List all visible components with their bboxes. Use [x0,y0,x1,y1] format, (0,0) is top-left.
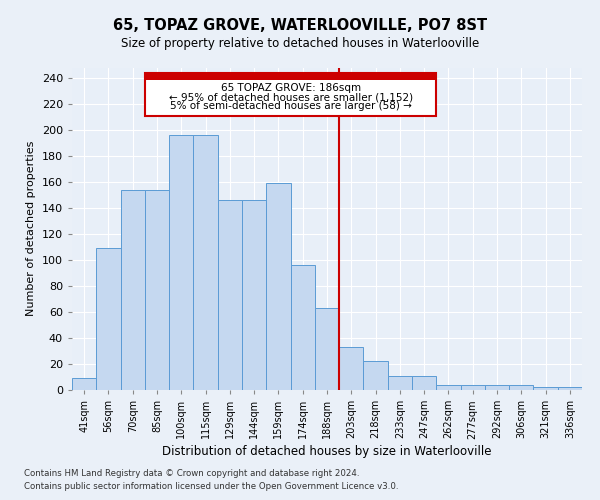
Bar [558,388,582,390]
Text: 5% of semi-detached houses are larger (58) →: 5% of semi-detached houses are larger (5… [170,101,412,111]
Bar [315,308,339,390]
Bar [509,385,533,390]
Bar [339,347,364,390]
Bar [461,385,485,390]
Text: Contains public sector information licensed under the Open Government Licence v3: Contains public sector information licen… [24,482,398,491]
Bar [169,135,193,390]
Bar [72,378,96,390]
Bar [242,200,266,390]
Text: Size of property relative to detached houses in Waterlooville: Size of property relative to detached ho… [121,38,479,51]
Text: ← 95% of detached houses are smaller (1,152): ← 95% of detached houses are smaller (1,… [169,92,413,102]
Bar [193,135,218,390]
Bar [218,200,242,390]
Bar [533,388,558,390]
Bar [145,72,436,80]
Text: Contains HM Land Registry data © Crown copyright and database right 2024.: Contains HM Land Registry data © Crown c… [24,468,359,477]
Bar [96,248,121,390]
Bar [121,190,145,390]
Bar [290,265,315,390]
Bar [485,385,509,390]
Bar [145,72,436,116]
X-axis label: Distribution of detached houses by size in Waterlooville: Distribution of detached houses by size … [162,446,492,458]
Y-axis label: Number of detached properties: Number of detached properties [26,141,36,316]
Bar [412,376,436,390]
Text: 65, TOPAZ GROVE, WATERLOOVILLE, PO7 8ST: 65, TOPAZ GROVE, WATERLOOVILLE, PO7 8ST [113,18,487,32]
Bar [436,385,461,390]
Text: 65 TOPAZ GROVE: 186sqm: 65 TOPAZ GROVE: 186sqm [221,83,361,93]
Bar [266,183,290,390]
Bar [145,190,169,390]
Bar [388,376,412,390]
Bar [364,362,388,390]
